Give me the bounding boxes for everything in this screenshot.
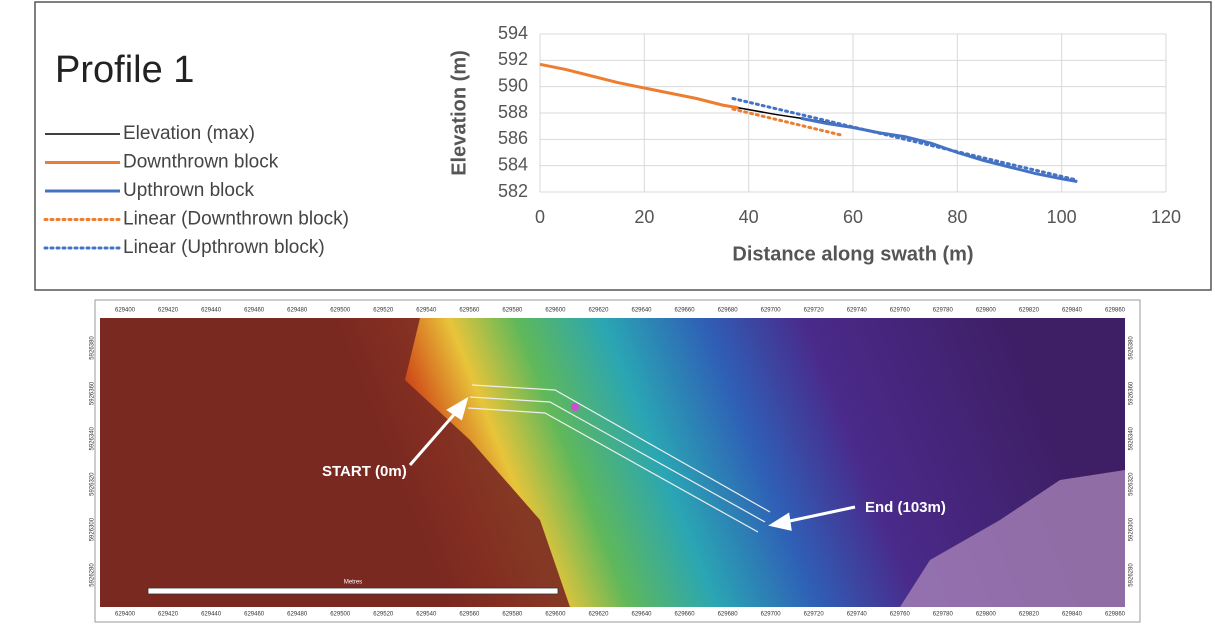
map-x-coord: 629620 [588,308,609,314]
y-tick-label: 586 [498,128,528,148]
legend-label: Upthrown block [123,180,254,201]
scale-label: Metres [344,580,362,586]
map-x-coord: 629480 [287,308,308,314]
map-x-coord: 629800 [976,612,997,618]
map-x-coord: 629460 [244,612,265,618]
map-x-coord: 629840 [1062,612,1083,618]
map-x-coord: 629420 [158,308,179,314]
x-tick-label: 120 [1151,207,1181,227]
map-x-coord: 629760 [890,308,911,314]
x-tick-label: 0 [535,207,545,227]
scale-bar [148,588,558,594]
map-y-coord: 5926320 [1129,472,1135,496]
y-tick-label: 594 [498,23,528,43]
map-x-coord: 629640 [632,308,653,314]
map-x-coord: 629540 [416,612,437,618]
map-x-coord: 629540 [416,308,437,314]
map-y-coord: 5926380 [90,336,96,360]
map-x-coord: 629800 [976,308,997,314]
map-x-coord: 629840 [1062,308,1083,314]
map-x-coord: 629520 [373,308,394,314]
map-x-coord: 629440 [201,308,222,314]
map-y-coord: 5926280 [1129,563,1135,587]
map-x-coord: 629660 [675,612,696,618]
map-x-coord: 629780 [933,612,954,618]
map-x-coord: 629560 [459,308,480,314]
map-y-coord: 5926340 [90,426,96,450]
map-x-coord: 629520 [373,612,394,618]
map-x-coord: 629860 [1105,612,1126,618]
x-tick-label: 20 [634,207,654,227]
marker [571,403,579,411]
map-y-coord: 5926340 [1129,426,1135,450]
map-y-coord: 5926380 [1129,336,1135,360]
map-y-coord: 5926360 [1129,381,1135,405]
map-x-coord: 629700 [761,612,782,618]
x-axis-title: Distance along swath (m) [732,243,973,265]
legend-label: Linear (Upthrown block) [123,237,325,258]
y-tick-label: 582 [498,181,528,201]
map-x-coord: 629420 [158,612,179,618]
map-y-coord: 5926300 [90,517,96,541]
map-x-coord: 629740 [847,612,868,618]
map-x-coord: 629600 [545,612,566,618]
map-x-coord: 629740 [847,308,868,314]
map-x-coord: 629560 [459,612,480,618]
map-x-coord: 629760 [890,612,911,618]
map-x-coord: 629620 [588,612,609,618]
map-x-coord: 629400 [115,308,136,314]
map-x-coord: 629680 [718,308,739,314]
map-x-coord: 629500 [330,612,351,618]
legend-label: Elevation (max) [123,123,255,144]
map-x-coord: 629660 [675,308,696,314]
map-y-coord: 5926360 [90,381,96,405]
legend-label: Linear (Downthrown block) [123,209,349,230]
y-tick-label: 588 [498,102,528,122]
map-y-coord: 5926280 [90,563,96,587]
y-axis-title: Elevation (m) [448,50,470,176]
map-x-coord: 629680 [718,612,739,618]
x-tick-label: 60 [843,207,863,227]
start-label: START (0m) [322,463,407,480]
end-label: End (103m) [865,499,946,516]
y-tick-label: 584 [498,154,528,174]
map-x-coord: 629780 [933,308,954,314]
y-tick-label: 590 [498,75,528,95]
map-x-coord: 629460 [244,308,265,314]
figure: Profile 1 Distance along swath (m) Eleva… [0,0,1215,630]
map-x-coord: 629400 [115,612,136,618]
map-x-coord: 629820 [1019,612,1040,618]
map-x-coord: 629480 [287,612,308,618]
legend-label: Downthrown block [123,152,279,173]
map-x-coord: 629580 [502,308,523,314]
map-x-coord: 629720 [804,308,825,314]
map-x-coord: 629860 [1105,308,1126,314]
map: START (0m) End (103m) Metres [95,300,1140,622]
map-x-coord: 629820 [1019,308,1040,314]
map-y-coord: 5926300 [1129,517,1135,541]
x-tick-label: 40 [739,207,759,227]
y-tick-label: 592 [498,49,528,69]
map-x-coord: 629700 [761,308,782,314]
x-tick-label: 80 [947,207,967,227]
map-x-coord: 629640 [632,612,653,618]
x-tick-label: 100 [1047,207,1077,227]
map-x-coord: 629440 [201,612,222,618]
map-x-coord: 629580 [502,612,523,618]
map-x-coord: 629500 [330,308,351,314]
chart-title: Profile 1 [55,49,194,91]
map-x-coord: 629600 [545,308,566,314]
map-x-coord: 629720 [804,612,825,618]
map-y-coord: 5926320 [90,472,96,496]
